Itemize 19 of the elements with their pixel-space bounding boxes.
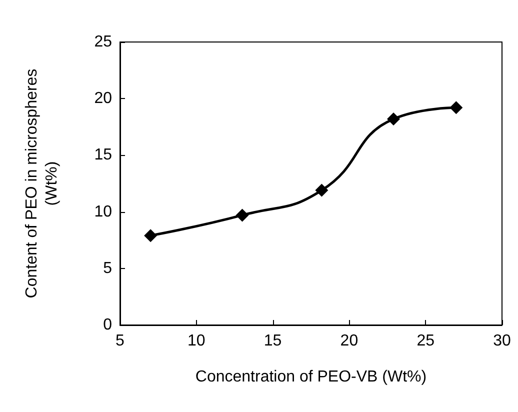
- x-tick-label: 20: [340, 332, 358, 350]
- x-tick-label: 25: [416, 332, 435, 350]
- point: [387, 112, 400, 126]
- point: [236, 208, 249, 222]
- x-tick-label: 10: [188, 332, 206, 350]
- y-tick-label: 10: [94, 203, 112, 220]
- y-tick-label: 25: [94, 34, 112, 50]
- y-tick-label: 15: [94, 146, 112, 164]
- x-tick-label: 15: [264, 332, 282, 350]
- x-tick-label: 30: [493, 332, 511, 350]
- point: [144, 229, 158, 242]
- y-axis-title: Content of PEO in microspheres (Wt%): [24, 68, 60, 298]
- point: [315, 184, 328, 197]
- point: [450, 101, 463, 114]
- x-axis-title: Concentration of PEO-VB (Wt%): [195, 368, 427, 386]
- y-tick-label: 20: [94, 90, 112, 108]
- y-tick-label: 5: [103, 260, 112, 277]
- x-tick-label: 5: [116, 332, 125, 350]
- y-tick-label: 0: [103, 316, 112, 334]
